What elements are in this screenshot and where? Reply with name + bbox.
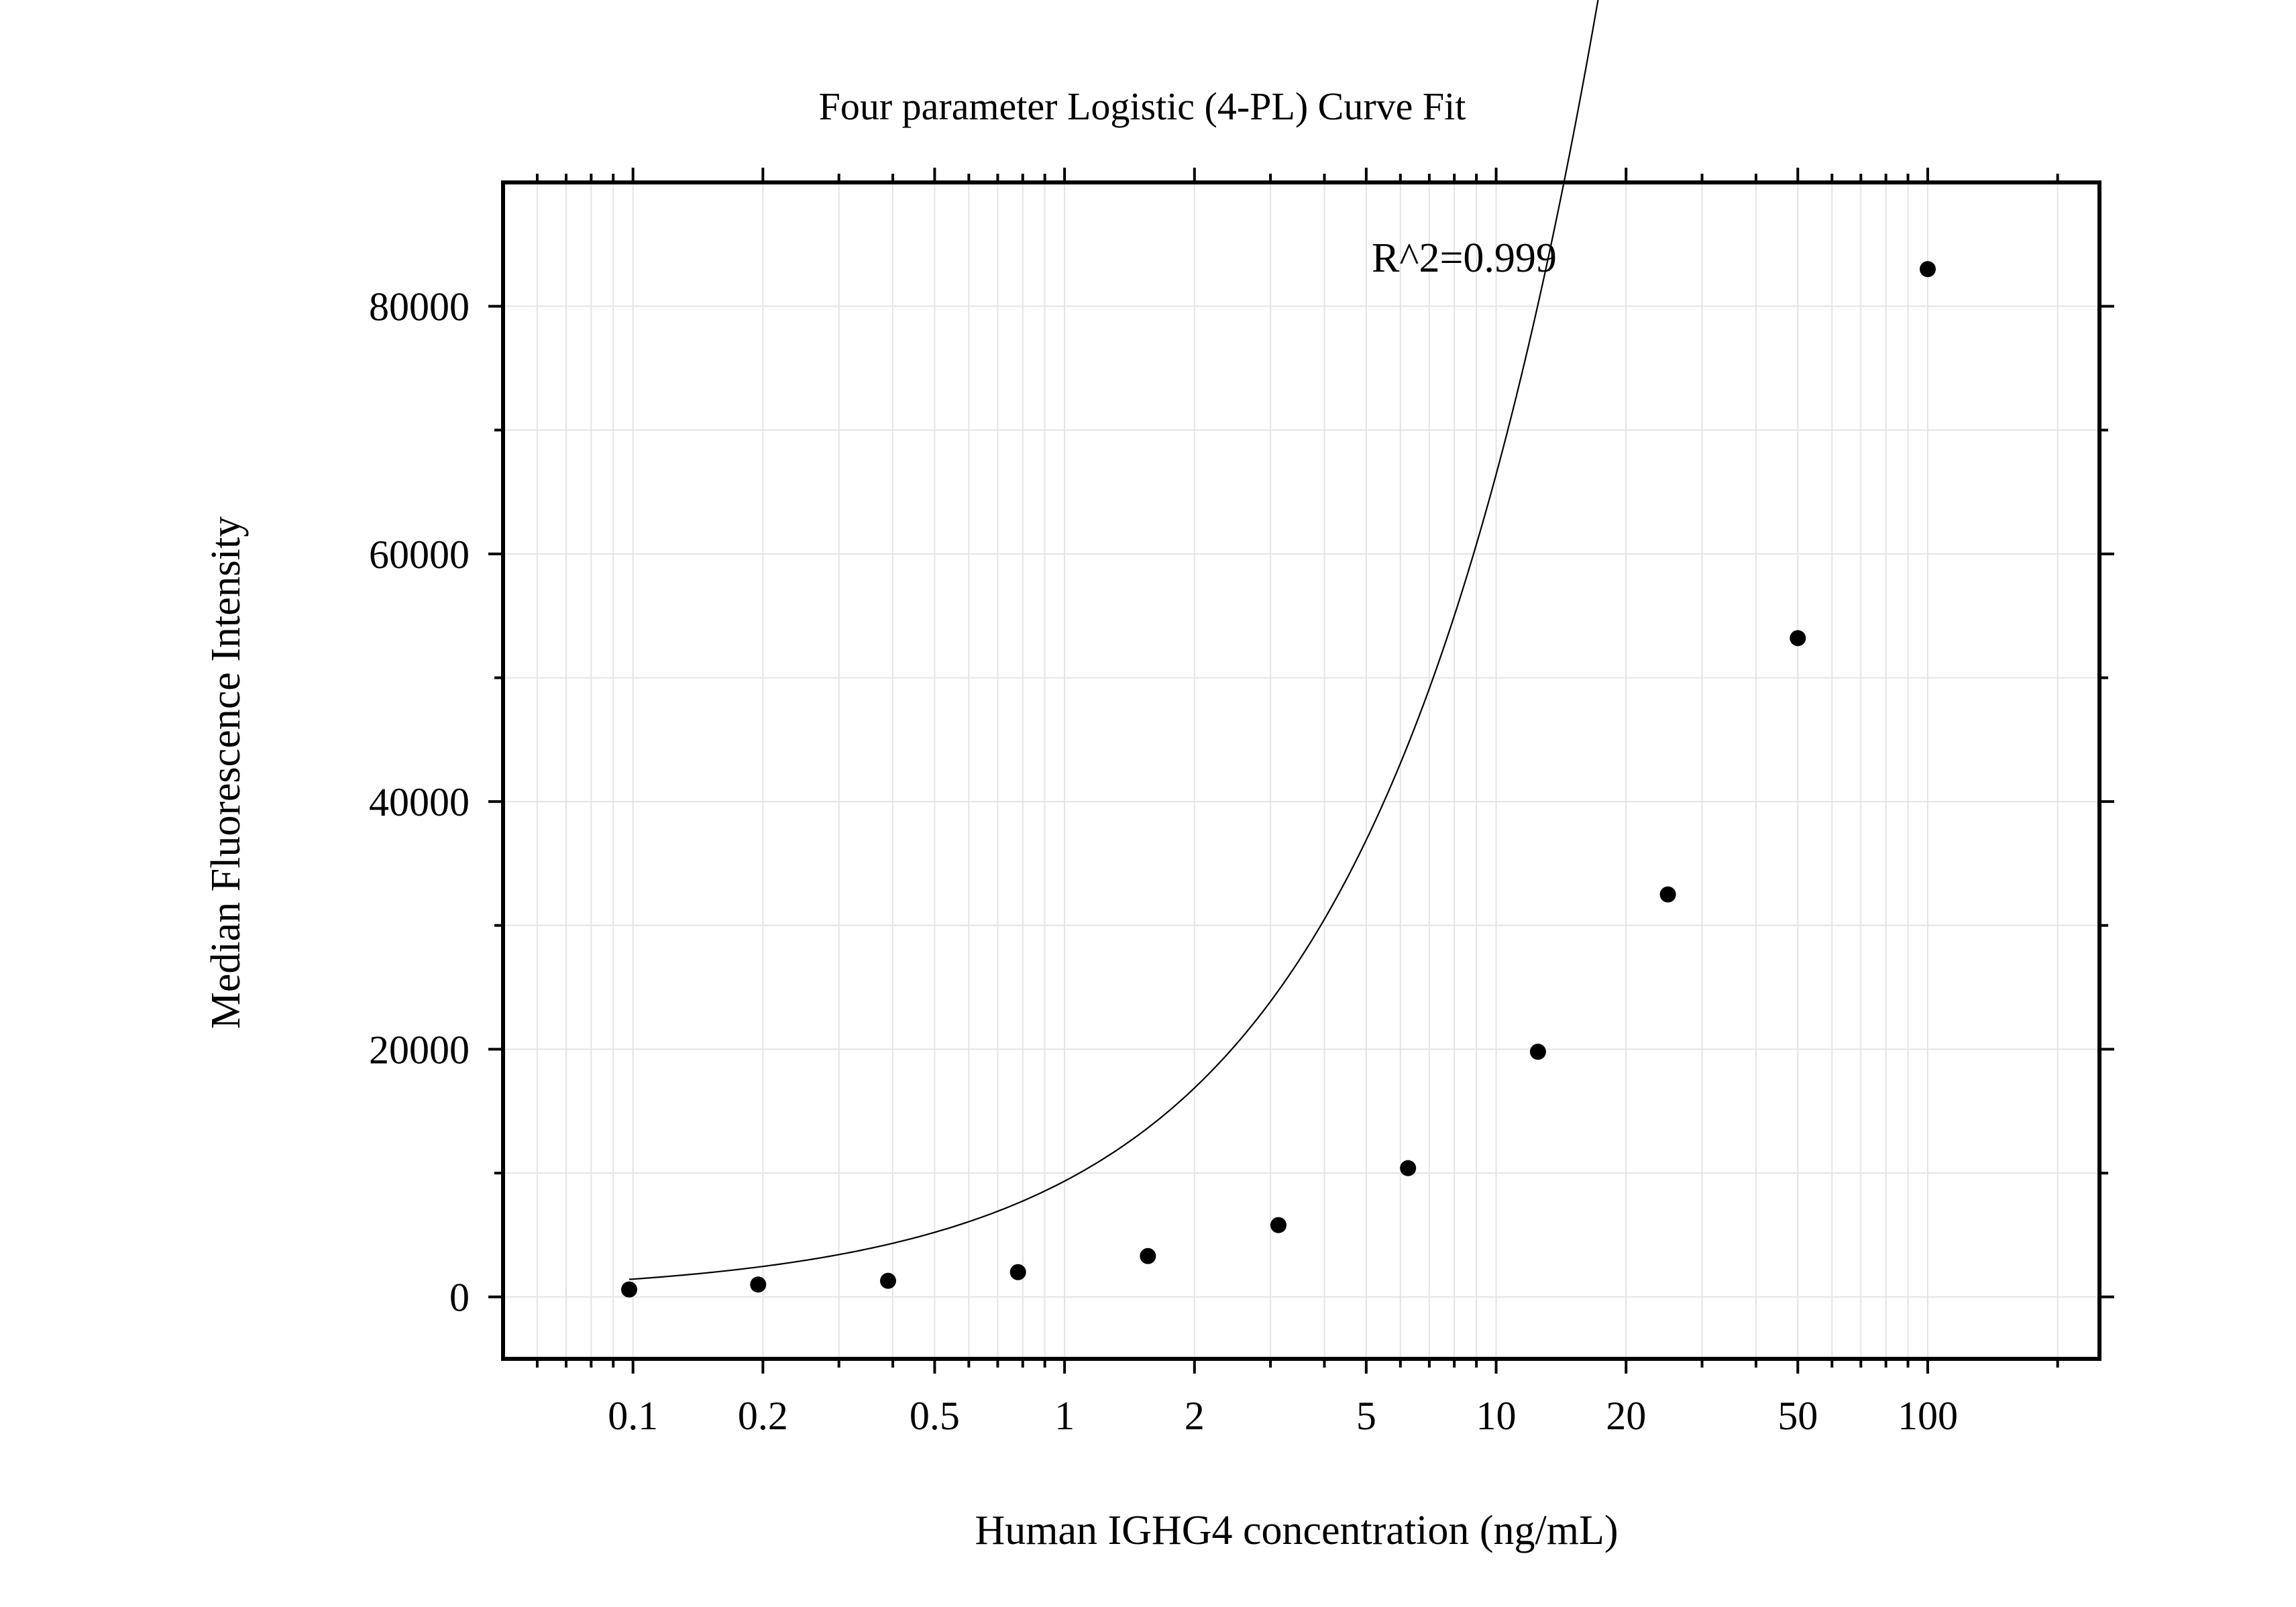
data-point: [879, 1272, 896, 1289]
x-tick-label: 20: [1606, 1394, 1646, 1438]
x-tick-label: 0.1: [608, 1394, 658, 1438]
plot-frame: [501, 180, 2101, 1361]
y-tick-label: 80000: [369, 285, 470, 329]
data-point: [1140, 1248, 1156, 1264]
x-tick-label: 0.5: [910, 1394, 960, 1438]
y-tick-label: 0: [449, 1276, 470, 1320]
y-axis-label: Median Fluorescence Intensity: [203, 516, 249, 1029]
fit-curve: [628, 0, 1599, 1280]
data-point: [621, 1281, 638, 1298]
x-tick-label: 50: [1778, 1394, 1818, 1438]
x-axis-label: Human IGHG4 concentration (ng/mL): [975, 1508, 1618, 1553]
data-point: [1400, 1160, 1417, 1176]
x-tick-label: 1: [1054, 1394, 1075, 1438]
grid-layer: [503, 182, 2099, 1359]
data-point: [750, 1276, 767, 1293]
data-point: [1659, 886, 1676, 903]
x-tick-label: 100: [1898, 1394, 1958, 1438]
y-tick-label: 20000: [369, 1028, 470, 1072]
plot-frame-layer: [501, 180, 2101, 1361]
y-tick-label: 60000: [369, 533, 470, 577]
x-tick-label: 2: [1185, 1394, 1205, 1438]
data-point: [1919, 261, 1936, 278]
data-point: [1790, 630, 1806, 647]
fit-curve-layer: [628, 0, 1599, 1280]
x-tick-label: 5: [1356, 1394, 1376, 1438]
x-tick-label: 10: [1476, 1394, 1517, 1438]
ticks-layer: [488, 168, 2114, 1374]
x-tick-label: 0.2: [738, 1394, 788, 1438]
r-squared-annotation: R^2=0.999: [1372, 235, 1557, 281]
y-tick-label: 40000: [369, 780, 470, 824]
data-points-layer: [621, 261, 1936, 1298]
data-point: [1529, 1044, 1546, 1060]
data-point: [1009, 1264, 1026, 1280]
tick-labels-layer: 0.1 0.2 0.5 1 2 5 10 20 50 100 0 20000 40000 60000 800…: [369, 285, 1958, 1438]
data-point: [1270, 1217, 1287, 1233]
chart-title: Four parameter Logistic (4-PL) Curve Fit: [819, 85, 1466, 128]
